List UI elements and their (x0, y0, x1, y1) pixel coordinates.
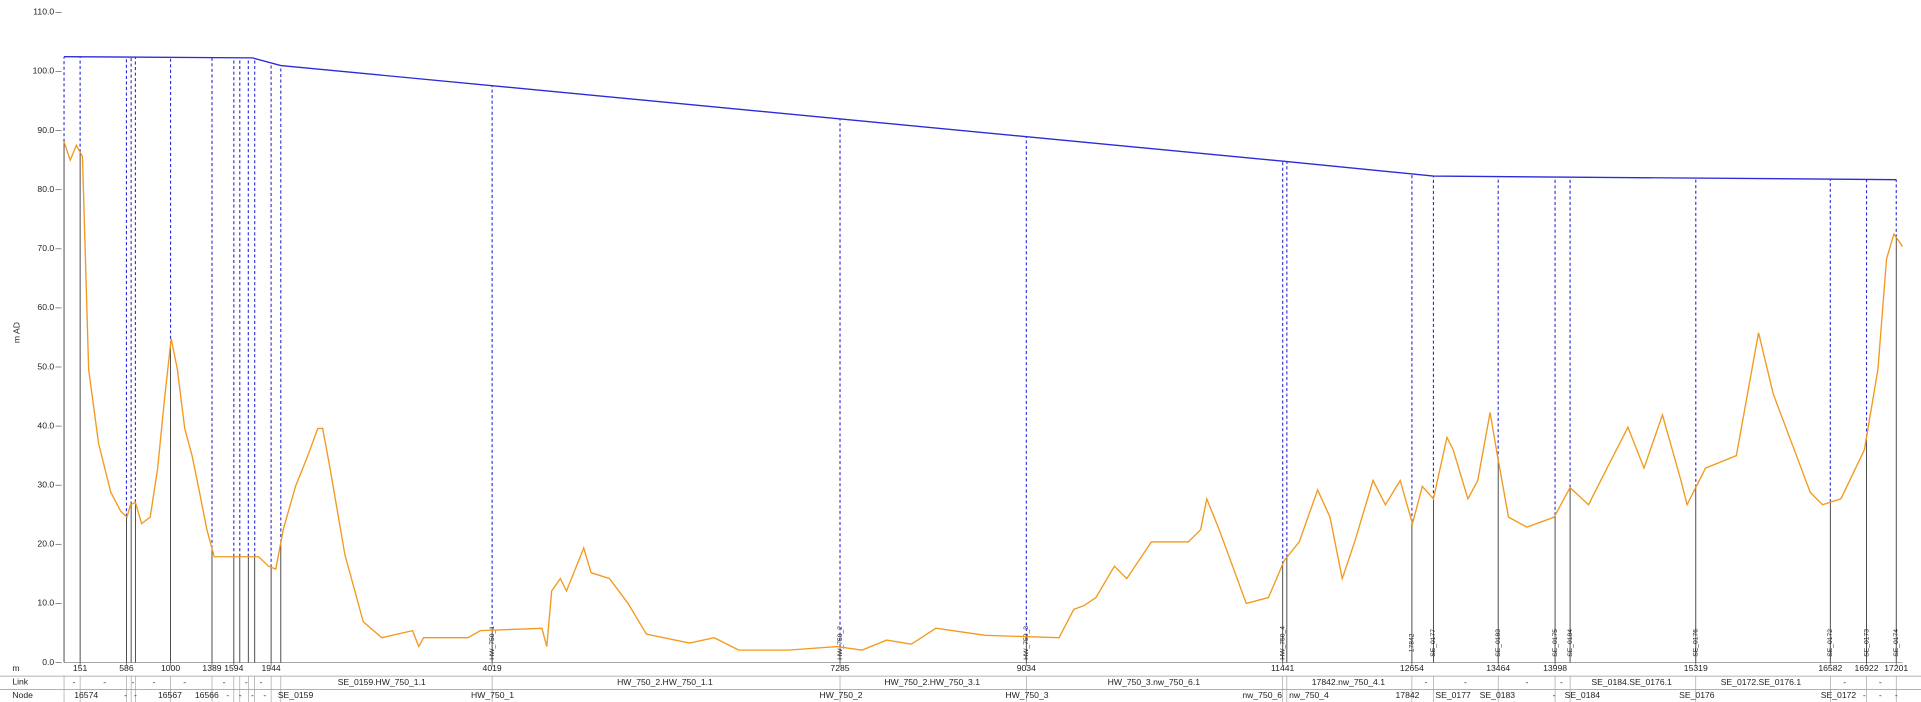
node-cell: - (239, 690, 242, 700)
node-label: HW_750_4 (1279, 626, 1286, 660)
node-label: SE_0175 (1552, 629, 1559, 657)
node-cell: - (1879, 690, 1882, 700)
node-cell: SE_0177 (1435, 690, 1471, 700)
y-tick-label: 30.0 (37, 480, 54, 490)
x-tick-label: 11441 (1271, 663, 1295, 673)
link-cell: - (152, 677, 155, 687)
x-tick-label: 15319 (1684, 663, 1708, 673)
x-tick-label: 13998 (1543, 663, 1567, 673)
link-cell: - (223, 677, 226, 687)
profile-line (63, 141, 1904, 651)
node-cell: SE_0159 (278, 690, 314, 700)
node-label: HW_750_3 (1023, 626, 1030, 660)
y-tick-label: 40.0 (37, 420, 54, 430)
node-label: SE_0172 (1827, 629, 1834, 657)
link-cell: SE_0172.SE_0176.1 (1721, 677, 1802, 687)
node-cell: HW_750_2 (820, 690, 863, 700)
x-tick-label: 12654 (1400, 663, 1424, 673)
x-tick-label: 1389 (202, 663, 221, 673)
node-cell: - (226, 690, 229, 700)
node-cell: 16574 (74, 690, 98, 700)
x-tick-label: 586 (119, 663, 134, 673)
link-cell: - (260, 677, 263, 687)
node-cell: - (134, 690, 137, 700)
node-cell: 17842 (1396, 690, 1420, 700)
link-cell: HW_750_2.HW_750_3.1 (884, 677, 980, 687)
node-cell: HW_750_1 (471, 690, 514, 700)
x-tick-label: 16582 (1818, 663, 1842, 673)
link-cell: - (1560, 677, 1563, 687)
x-tick-label: 13464 (1486, 663, 1510, 673)
x-tick-label: 7285 (830, 663, 849, 673)
link-cell: - (132, 677, 135, 687)
node-label: SE_0184 (1567, 629, 1574, 657)
link-cell: - (103, 677, 106, 687)
link-cell: - (1526, 677, 1529, 687)
x-tick-label: 151 (73, 663, 88, 673)
node-label: 17842 (1409, 633, 1416, 652)
node-label: SE_0174 (1893, 629, 1900, 657)
node-cell: nw_750_4 (1289, 690, 1329, 700)
y-tick-label: 100.0 (33, 66, 55, 76)
link-cell: - (1879, 677, 1882, 687)
node-label: SE_0183 (1495, 629, 1502, 657)
y-tick-label: 0.0 (42, 657, 54, 667)
link-cell: - (1425, 677, 1428, 687)
y-tick-label: 80.0 (37, 184, 54, 194)
link-cell: - (1843, 677, 1846, 687)
link-cell: - (183, 677, 186, 687)
link-cell: - (72, 677, 75, 687)
node-cell: - (251, 690, 254, 700)
link-cell: 17842.nw_750_4.1 (1312, 677, 1385, 687)
link-cell: HW_750_2.HW_750_1.1 (617, 677, 713, 687)
row-label: Link (12, 677, 28, 687)
node-cell: 16566 (195, 690, 219, 700)
node-label: SE_0176 (1693, 629, 1700, 657)
y-axis-label: m AD (12, 322, 22, 343)
node-cell: SE_0184 (1565, 690, 1601, 700)
node-label: HW_750_1 (489, 626, 496, 660)
profile-line (64, 56, 1897, 181)
node-label: HW_750_2 (837, 626, 844, 660)
x-tick-label: 1594 (224, 663, 243, 673)
node-cell: nw_750_6 (1242, 690, 1282, 700)
node-cell: SE_0176 (1679, 690, 1715, 700)
x-tick-label: 9034 (1017, 663, 1036, 673)
node-cell: HW_750_3 (1005, 690, 1048, 700)
y-tick-label: 20.0 (37, 539, 54, 549)
node-cell: - (263, 690, 266, 700)
y-tick-label: 70.0 (37, 243, 54, 253)
node-cell: - (1895, 690, 1898, 700)
node-cell: 16567 (158, 690, 182, 700)
link-cell: SE_0184.SE_0176.1 (1591, 677, 1672, 687)
node-cell: SE_0172 (1821, 690, 1857, 700)
x-tick-label: 16922 (1855, 663, 1879, 673)
link-cell: - (1464, 677, 1467, 687)
y-tick-label: 60.0 (37, 302, 54, 312)
node-label: SE_0173 (1863, 629, 1870, 657)
y-tick-label: 90.0 (37, 125, 54, 135)
y-tick-label: 10.0 (37, 598, 54, 608)
link-cell: - (245, 677, 248, 687)
x-axis-label: m (12, 663, 19, 673)
x-tick-label: 1944 (262, 663, 281, 673)
row-label: Node (12, 690, 33, 700)
link-cell: HW_750_3.nw_750_6.1 (1108, 677, 1201, 687)
node-cell: - (1863, 690, 1866, 700)
node-cell: - (124, 690, 127, 700)
y-tick-label: 50.0 (37, 361, 54, 371)
x-tick-label: 4019 (483, 663, 502, 673)
y-tick-label: 110.0 (33, 7, 54, 17)
node-cell: - (1553, 690, 1556, 700)
node-label: SE_0177 (1430, 629, 1437, 657)
node-cell: SE_0183 (1480, 690, 1516, 700)
link-cell: SE_0159.HW_750_1.1 (338, 677, 426, 687)
x-tick-label: 17201 (1884, 663, 1908, 673)
x-tick-label: 1000 (161, 663, 180, 673)
